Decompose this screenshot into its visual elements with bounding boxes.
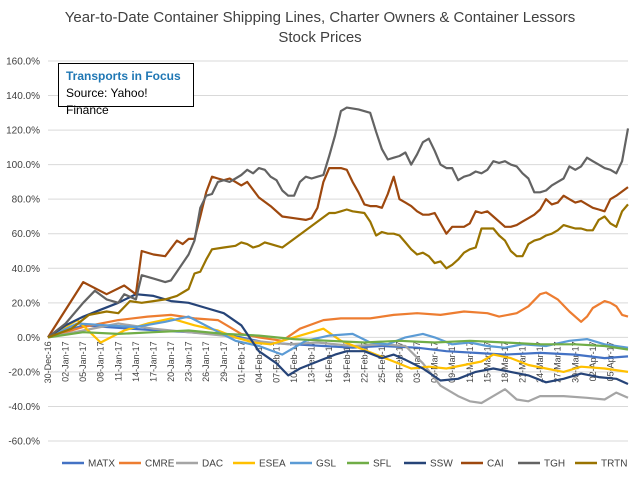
series-line-sfl	[47, 329, 629, 351]
x-tick-label: 17-Jan-17	[148, 341, 158, 382]
legend-label-matx: MATX	[88, 459, 115, 470]
x-tick-label: 26-Jan-17	[201, 341, 211, 382]
legend-label-cmre: CMRE	[145, 459, 175, 470]
x-tick-label: 15-Mar-17	[482, 341, 492, 383]
series-line-dac	[47, 322, 629, 405]
x-tick-label: 30-Dec-16	[43, 341, 53, 383]
y-tick-label: 80.0%	[12, 195, 40, 206]
y-tick-label: -40.0%	[8, 402, 40, 413]
y-tick-label: -60.0%	[8, 437, 40, 448]
y-axis-tick-labels: -60.0% -40.0% -20.0% 0.0% 20.0% 40.0% 60.0% 80.…	[6, 57, 40, 448]
y-tick-label: 40.0%	[12, 264, 40, 275]
x-tick-label: 30-Mar-17	[570, 341, 580, 383]
x-tick-label: 20-Jan-17	[166, 341, 176, 382]
series-line-matx	[47, 324, 629, 360]
x-tick-label: 14-Jan-17	[131, 341, 141, 382]
x-tick-label: 12-Mar-17	[465, 341, 475, 383]
legend-label-tgh: TGH	[544, 459, 565, 470]
series-line-tgh	[47, 106, 630, 339]
y-tick-label: 20.0%	[12, 298, 40, 309]
series-line-esea	[47, 317, 629, 373]
annotation-source: Source: Yahoo! Finance	[66, 86, 148, 117]
x-tick-label: 08-Jan-17	[96, 341, 106, 382]
legend-label-trtn: TRTN	[601, 459, 627, 470]
x-tick-label: 01-Feb-17	[236, 341, 246, 383]
x-tick-label: 03-Mar-17	[412, 341, 422, 383]
x-tick-label: 23-Jan-17	[184, 341, 194, 382]
x-axis-tick-labels: 30-Dec-16 02-Jan-17 05-Jan-17 08-Jan-17 11-J…	[43, 341, 615, 383]
series-line-trtn	[47, 203, 629, 339]
annotation-title: Transports in Focus	[66, 69, 181, 83]
series-line-cmre	[47, 291, 629, 342]
y-tick-label: 60.0%	[12, 229, 40, 240]
x-tick-label: 22-Feb-17	[359, 341, 369, 383]
x-tick-label: 29-Jan-17	[219, 341, 229, 382]
legend-label-gsl: GSL	[316, 459, 336, 470]
x-tick-label: 09-Mar-17	[447, 341, 457, 383]
x-tick-label: 05-Jan-17	[78, 341, 88, 382]
x-tick-label: 19-Feb-17	[342, 341, 352, 383]
legend-label-ssw: SSW	[430, 459, 453, 470]
y-tick-label: 160.0%	[6, 57, 40, 68]
x-tick-label: 05-Apr-17	[605, 341, 615, 381]
legend: MATX CMRE DAC ESEA GSL SFL SSW CAI TGH TRTN	[62, 459, 627, 470]
x-tick-label: 10-Feb-17	[289, 341, 299, 383]
x-tick-label: 16-Feb-17	[324, 341, 334, 383]
x-tick-label: 28-Feb-17	[395, 341, 405, 383]
x-tick-label: 02-Apr-17	[588, 341, 598, 381]
legend-label-esea: ESEA	[259, 459, 286, 470]
y-tick-label: 140.0%	[6, 91, 40, 102]
x-tick-label: 02-Jan-17	[61, 341, 71, 382]
series-line-ssw	[47, 293, 629, 386]
source-annotation-box: Transports in Focus Source: Yahoo! Finan…	[58, 63, 194, 117]
chart-title-line-2: Stock Prices	[278, 29, 361, 46]
series-lines	[47, 106, 630, 405]
y-tick-label: 100.0%	[6, 160, 40, 171]
x-tick-label: 18-Mar-17	[500, 341, 510, 383]
x-tick-label: 25-Feb-17	[377, 341, 387, 383]
series-line-cai	[47, 167, 629, 338]
y-tick-label: -20.0%	[8, 367, 40, 378]
x-tick-label: 13-Feb-17	[307, 341, 317, 383]
legend-label-cai: CAI	[487, 459, 504, 470]
x-tick-label: 04-Feb-17	[254, 341, 264, 383]
y-tick-label: 120.0%	[6, 126, 40, 137]
x-tick-label: 11-Jan-17	[113, 341, 123, 381]
x-tick-label: 24-Mar-17	[535, 341, 545, 383]
y-tick-label: 0.0%	[17, 333, 40, 344]
x-tick-label: 06-Mar-17	[430, 341, 440, 383]
chart-title-line-1: Year-to-Date Container Shipping Lines, C…	[65, 9, 576, 26]
legend-label-sfl: SFL	[373, 459, 392, 470]
series-line-gsl	[47, 315, 629, 356]
x-tick-label: 27-Mar-17	[553, 341, 563, 383]
legend-label-dac: DAC	[202, 459, 223, 470]
